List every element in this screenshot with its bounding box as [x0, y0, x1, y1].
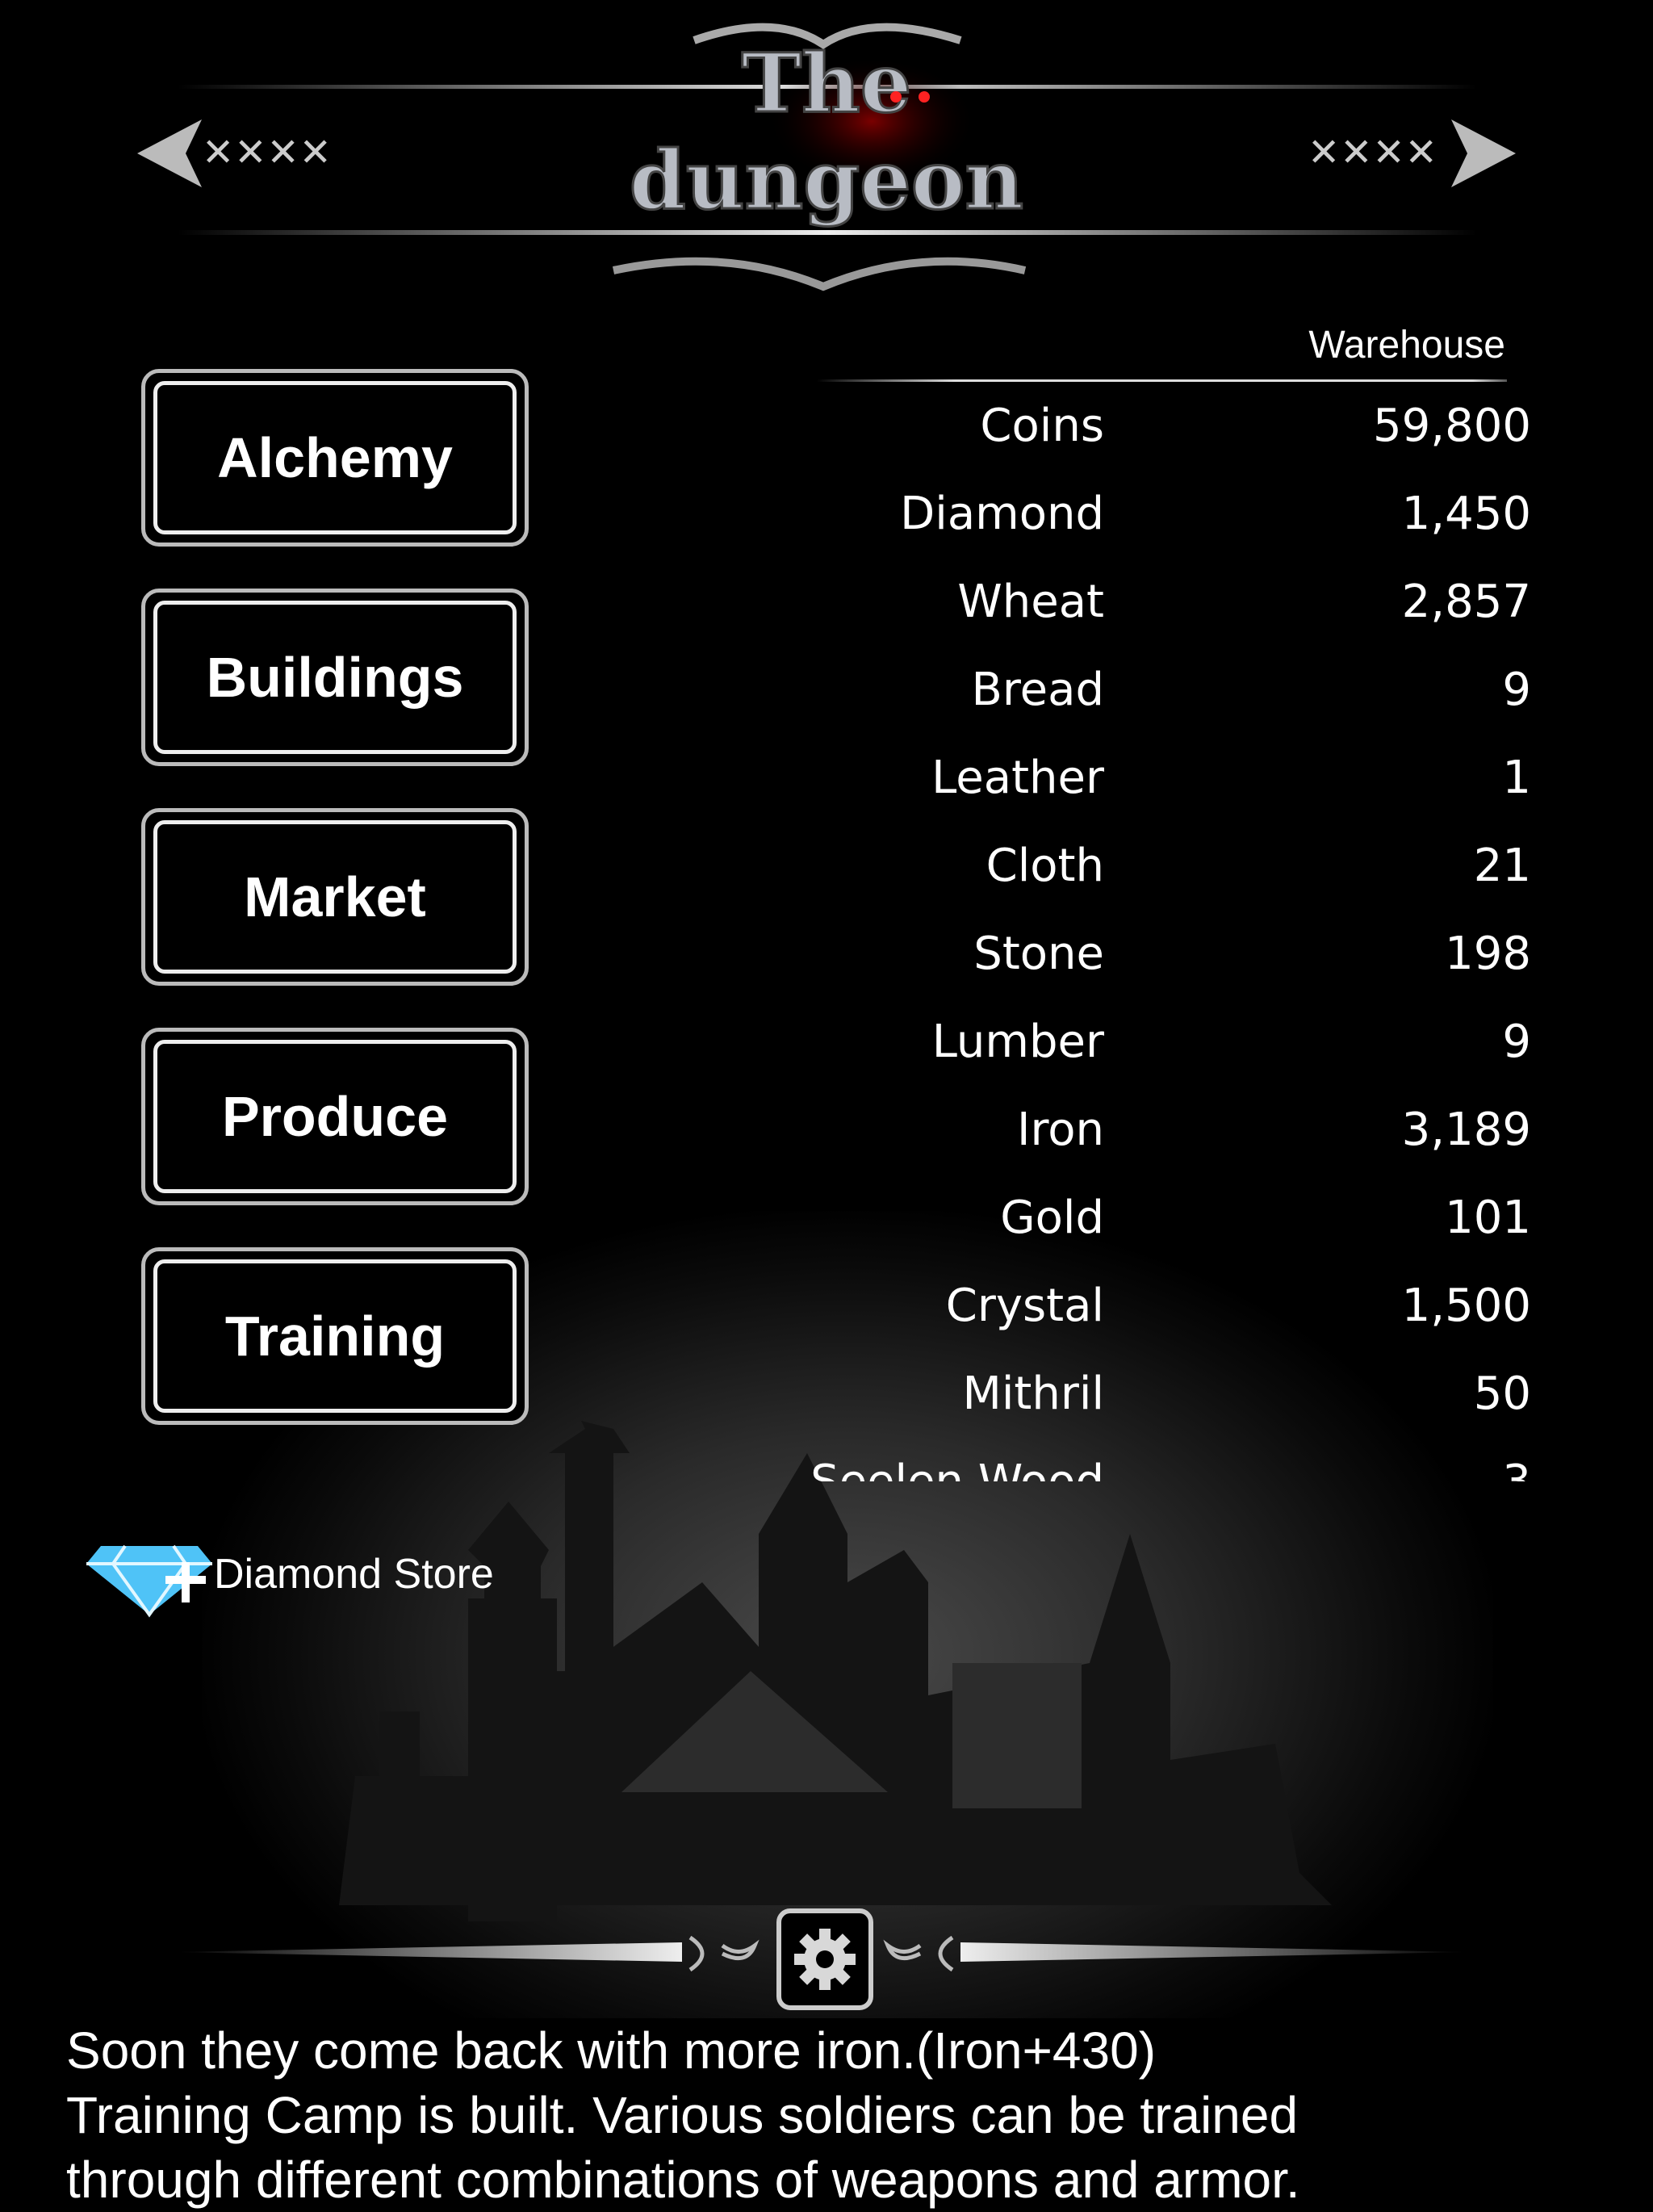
resource-name: Leather	[931, 752, 1104, 804]
warehouse-row: Bread 9	[726, 647, 1534, 735]
svg-text:✕✕✕✕: ✕✕✕✕	[1308, 130, 1437, 175]
resource-value: 2,857	[1401, 576, 1531, 628]
log-line: Training Camp is built. Various soldiers…	[66, 2086, 1299, 2144]
resource-value: 1	[1502, 752, 1531, 804]
resource-name: Gold	[1000, 1192, 1104, 1244]
resource-value: 198	[1445, 928, 1531, 980]
resource-value: 1,500	[1401, 1280, 1531, 1332]
diamond-store-button[interactable]: Diamond Store	[85, 1530, 494, 1619]
training-button[interactable]: Training	[141, 1247, 529, 1425]
svg-text:dungeon: dungeon	[630, 132, 1023, 228]
resource-name: Iron	[1016, 1104, 1104, 1156]
warehouse-row: Lumber 9	[726, 999, 1534, 1087]
log-line: Soon they come back with more iron.(Iron…	[66, 2021, 1156, 2080]
button-label: Market	[244, 865, 426, 928]
button-label: Alchemy	[217, 426, 453, 489]
svg-text:✕✕✕✕: ✕✕✕✕	[202, 130, 332, 175]
resource-value: 9	[1502, 1016, 1531, 1068]
resource-value: 3	[1502, 1456, 1531, 1481]
warehouse-row: Cloth 21	[726, 823, 1534, 911]
warehouse-title: Warehouse	[1308, 324, 1505, 367]
alchemy-button[interactable]: Alchemy	[141, 369, 529, 547]
castle-silhouette	[339, 1421, 1332, 1921]
diamond-plus-icon	[86, 1544, 212, 1618]
button-label: Produce	[221, 1085, 449, 1148]
message-log: Soon they come back with more iron.(Iron…	[66, 2018, 1648, 2212]
button-label: Training	[224, 1305, 446, 1368]
settings-button[interactable]	[775, 1907, 875, 2012]
resource-value: 59,800	[1373, 400, 1531, 452]
resource-name: Mithril	[962, 1368, 1104, 1420]
svg-text:The: The	[742, 36, 912, 131]
castle-background	[202, 1211, 1493, 2018]
warehouse-row: Diamond 1,450	[726, 471, 1534, 559]
warehouse-row: Mithril 50	[726, 1351, 1534, 1439]
resource-value: 3,189	[1401, 1104, 1531, 1156]
warehouse-row: Iron 3,189	[726, 1087, 1534, 1175]
resource-name: Cloth	[986, 840, 1104, 892]
buildings-button[interactable]: Buildings	[141, 589, 529, 766]
produce-button[interactable]: Produce	[141, 1028, 529, 1205]
warehouse-row: Crystal 1,500	[726, 1263, 1534, 1351]
resource-name: Lumber	[931, 1016, 1104, 1068]
gear-icon	[776, 1908, 873, 2010]
diamond-store-label: Diamond Store	[214, 1551, 494, 1598]
warehouse-list[interactable]: Coins 59,800 Diamond 1,450 Wheat 2,857 Bread 9 L…	[726, 383, 1534, 1481]
warehouse-divider	[817, 379, 1507, 382]
warehouse-row: Stone 198	[726, 911, 1534, 999]
bottom-divider	[174, 1905, 1469, 2014]
warehouse-row: Coins 59,800	[726, 383, 1534, 471]
warehouse-row: Seelen Wood 3	[726, 1439, 1534, 1481]
game-logo: ✕✕✕✕ ✕✕✕✕ The dungeon	[0, 0, 1653, 299]
resource-name: Wheat	[957, 576, 1104, 628]
resource-name: Stone	[973, 928, 1104, 980]
warehouse-row: Gold 101	[726, 1175, 1534, 1263]
resource-name: Seelen Wood	[810, 1456, 1104, 1481]
resource-name: Crystal	[945, 1280, 1104, 1332]
resource-value: 9	[1502, 664, 1531, 716]
resource-name: Coins	[980, 400, 1104, 452]
warehouse-row: Leather 1	[726, 735, 1534, 823]
resource-value: 50	[1473, 1368, 1531, 1420]
warehouse-row: Wheat 2,857	[726, 559, 1534, 647]
resource-value: 101	[1445, 1192, 1531, 1244]
log-line: through different combinations of weapon…	[66, 2151, 1300, 2209]
resource-name: Bread	[971, 664, 1104, 716]
resource-value: 21	[1473, 840, 1531, 892]
market-button[interactable]: Market	[141, 808, 529, 986]
resource-name: Diamond	[900, 488, 1104, 540]
resource-value: 1,450	[1401, 488, 1531, 540]
button-label: Buildings	[206, 646, 464, 709]
